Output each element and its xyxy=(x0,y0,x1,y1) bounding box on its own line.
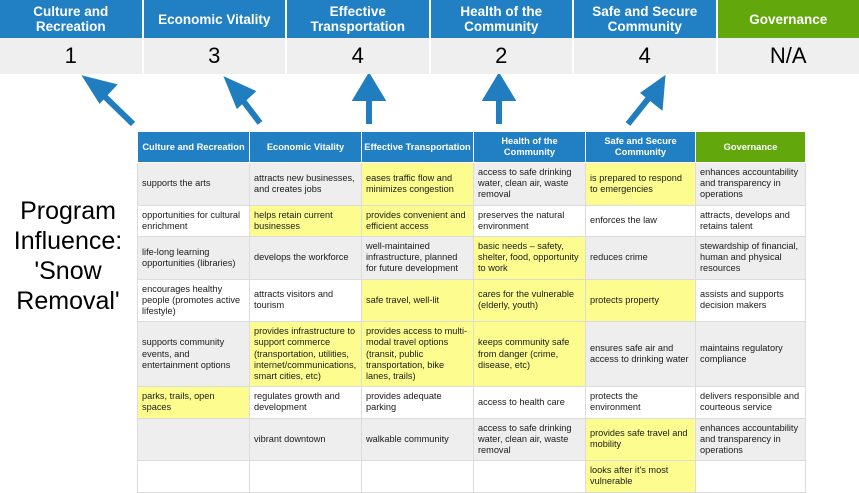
matrix-cell: provides infrastructure to support comme… xyxy=(250,322,362,387)
matrix-cell: supports community events, and entertain… xyxy=(138,322,250,387)
matrix-cell: opportunities for cultural enrichment xyxy=(138,205,250,236)
matrix-cell xyxy=(474,461,586,492)
matrix-row: life-long learning opportunities (librar… xyxy=(138,237,806,280)
matrix-header-effective-transportation: Effective Transportation xyxy=(362,132,474,163)
matrix-header-safe-and-secure-community: Safe and Secure Community xyxy=(586,132,696,163)
matrix-row: encourages healthy people (promotes acti… xyxy=(138,279,806,322)
matrix-cell: basic needs – safety, shelter, food, opp… xyxy=(474,237,586,280)
matrix-cell: life-long learning opportunities (librar… xyxy=(138,237,250,280)
matrix-cell xyxy=(696,461,806,492)
matrix-cell: walkable community xyxy=(362,418,474,461)
matrix-header-health-of-the-community: Health of the Community xyxy=(474,132,586,163)
matrix-cell: maintains regulatory compliance xyxy=(696,322,806,387)
caption-line-1: Program xyxy=(2,196,134,226)
matrix-cell: assists and supports decision makers xyxy=(696,279,806,322)
matrix-cell: access to safe drinking water, clean air… xyxy=(474,163,586,206)
matrix-cell: parks, trails, open spaces xyxy=(138,387,250,418)
arrow-culture-and-recreation-icon xyxy=(88,80,133,124)
matrix-header-culture-and-recreation: Culture and Recreation xyxy=(138,132,250,163)
matrix-cell: ensures safe air and access to drinking … xyxy=(586,322,696,387)
matrix-cell: provides safe travel and mobility xyxy=(586,418,696,461)
caption-line-4: Removal' xyxy=(2,286,134,316)
program-influence-matrix: Culture and Recreation Economic Vitality… xyxy=(137,131,806,493)
scorecard-header-culture-and-recreation: Culture and Recreation xyxy=(0,0,144,38)
matrix-cell: protects property xyxy=(586,279,696,322)
matrix-header-row: Culture and Recreation Economic Vitality… xyxy=(138,132,806,163)
matrix-cell xyxy=(362,461,474,492)
scorecard-value-health-of-the-community: 2 xyxy=(431,38,575,74)
arrow-layer xyxy=(0,74,859,134)
matrix-cell: provides access to multi-modal travel op… xyxy=(362,322,474,387)
matrix-header-governance: Governance xyxy=(696,132,806,163)
matrix-cell: regulates growth and development xyxy=(250,387,362,418)
scorecard-header-governance: Governance xyxy=(718,0,859,38)
matrix-cell: preserves the natural environment xyxy=(474,205,586,236)
scorecard-header-row: Culture and Recreation Economic Vitality… xyxy=(0,0,859,38)
matrix-cell: access to health care xyxy=(474,387,586,418)
matrix-cell: enforces the law xyxy=(586,205,696,236)
program-influence-caption: Program Influence: 'Snow Removal' xyxy=(2,196,134,316)
matrix-cell: attracts, develops and retains talent xyxy=(696,205,806,236)
scorecard-header-safe-and-secure-community: Safe and Secure Community xyxy=(574,0,718,38)
matrix-cell: looks after it's most vulnerable xyxy=(586,461,696,492)
matrix-cell: develops the workforce xyxy=(250,237,362,280)
matrix-cell: vibrant downtown xyxy=(250,418,362,461)
matrix-cell: access to safe drinking water, clean air… xyxy=(474,418,586,461)
matrix-header-economic-vitality: Economic Vitality xyxy=(250,132,362,163)
matrix-cell: protects the environment xyxy=(586,387,696,418)
scorecard-value-row: 1 3 4 2 4 N/A xyxy=(0,38,859,77)
caption-line-3: 'Snow xyxy=(2,256,134,286)
matrix-cell: reduces crime xyxy=(586,237,696,280)
matrix-cell: attracts visitors and tourism xyxy=(250,279,362,322)
matrix-row: looks after it's most vulnerable xyxy=(138,461,806,492)
matrix-cell: supports the arts xyxy=(138,163,250,206)
matrix-cell: safe travel, well-lit xyxy=(362,279,474,322)
matrix-cell: attracts new businesses, and creates job… xyxy=(250,163,362,206)
matrix-cell: enhances accountability and transparency… xyxy=(696,418,806,461)
scorecard-header-economic-vitality: Economic Vitality xyxy=(144,0,288,38)
matrix-cell: provides convenient and efficient access xyxy=(362,205,474,236)
scorecard-value-governance: N/A xyxy=(718,38,859,74)
matrix-cell: eases traffic flow and minimizes congest… xyxy=(362,163,474,206)
matrix-row: supports community events, and entertain… xyxy=(138,322,806,387)
matrix-cell: cares for the vulnerable (elderly, youth… xyxy=(474,279,586,322)
scorecard-value-safe-and-secure-community: 4 xyxy=(574,38,718,74)
matrix-cell: well-maintained infrastructure, planned … xyxy=(362,237,474,280)
matrix-cell: stewardship of financial, human and phys… xyxy=(696,237,806,280)
matrix-cell: encourages healthy people (promotes acti… xyxy=(138,279,250,322)
matrix-cell: keeps community safe from danger (crime,… xyxy=(474,322,586,387)
matrix-cell xyxy=(138,461,250,492)
matrix-cell: delivers responsible and courteous servi… xyxy=(696,387,806,418)
matrix-cell: helps retain current businesses xyxy=(250,205,362,236)
matrix-cell: enhances accountability and transparency… xyxy=(696,163,806,206)
arrow-safe-and-secure-community-icon xyxy=(628,81,662,124)
arrow-health-of-the-community-icon xyxy=(487,78,511,124)
scorecard-value-effective-transportation: 4 xyxy=(287,38,431,74)
scorecard-value-culture-and-recreation: 1 xyxy=(0,38,144,74)
caption-line-2: Influence: xyxy=(2,226,134,256)
scorecard-band: Culture and Recreation Economic Vitality… xyxy=(0,0,859,77)
arrow-effective-transportation-icon xyxy=(357,78,381,124)
matrix-cell: is prepared to respond to emergencies xyxy=(586,163,696,206)
scorecard-header-effective-transportation: Effective Transportation xyxy=(287,0,431,38)
matrix-cell xyxy=(250,461,362,492)
scorecard-header-health-of-the-community: Health of the Community xyxy=(431,0,575,38)
scorecard-value-economic-vitality: 3 xyxy=(144,38,288,74)
matrix-cell xyxy=(138,418,250,461)
arrow-economic-vitality-icon xyxy=(229,82,260,123)
matrix-cell: provides adequate parking xyxy=(362,387,474,418)
